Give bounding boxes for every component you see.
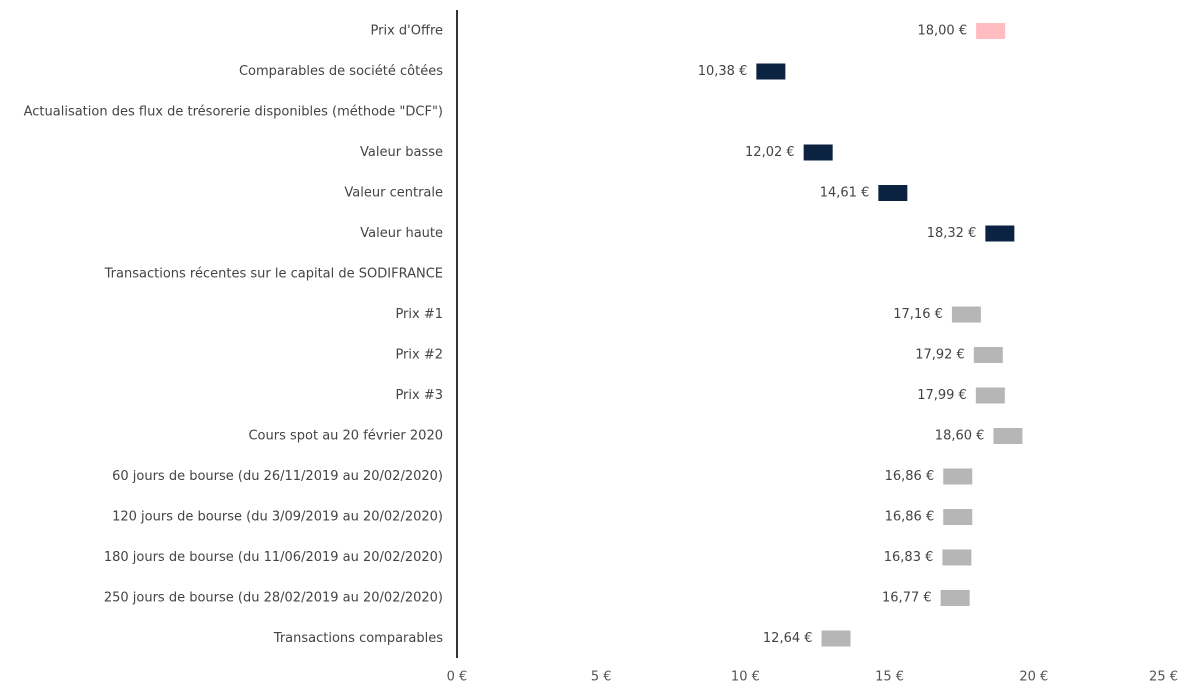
row-label: 250 jours de bourse (du 28/02/2019 au 20… [104, 591, 443, 606]
chart-row: 250 jours de bourse (du 28/02/2019 au 20… [104, 590, 970, 606]
bar-prix-2 [973, 347, 1003, 363]
row-label: Prix #1 [395, 307, 443, 322]
chart-row: 60 jours de bourse (du 26/11/2019 au 20/… [112, 468, 973, 485]
bar-valeur-centrale [878, 185, 908, 201]
bar-transactions-comparables [821, 630, 851, 647]
data-label: 18,32 € [927, 226, 977, 241]
data-label: 16,83 € [884, 550, 934, 565]
chart-row: Valeur haute 18,32 € [360, 225, 1015, 242]
chart-row: Prix d'Offre 18,00 € [371, 23, 1006, 39]
row-label: 120 jours de bourse (du 3/09/2019 au 20/… [112, 510, 443, 525]
bar-valeur-haute [985, 225, 1015, 242]
x-tick-label: 20 € [1019, 670, 1048, 684]
data-label: 10,38 € [698, 64, 748, 79]
chart-row: Valeur centrale 14,61 € [344, 185, 908, 201]
chart-row: 120 jours de bourse (du 3/09/2019 au 20/… [112, 509, 973, 525]
row-label: Prix d'Offre [371, 24, 443, 39]
bar-prix-d-offre [976, 23, 1006, 39]
data-label: 14,61 € [820, 186, 870, 201]
chart-row: Valeur basse 12,02 € [360, 144, 833, 161]
bar-comparables-de-societe-cotees [756, 63, 786, 80]
data-label: 12,02 € [745, 145, 795, 160]
row-label: Comparables de société côtées [239, 64, 443, 79]
chart-row: 180 jours de bourse (du 11/06/2019 au 20… [104, 549, 972, 566]
chart-row: Transactions comparables 12,64 € [273, 630, 851, 647]
x-axis-ticks: 0 € 5 € 10 € 15 € 20 € 25 € [447, 670, 1178, 684]
x-tick-label: 5 € [591, 670, 612, 684]
bar-valeur-basse [803, 144, 833, 161]
chart-row: Transactions récentes sur le capital de … [104, 267, 443, 282]
x-tick-label: 15 € [875, 670, 904, 684]
bar-prix-3 [975, 387, 1005, 404]
row-label: Valeur basse [360, 145, 443, 160]
chart-row: Prix #2 17,92 € [395, 347, 1003, 363]
row-label: 180 jours de bourse (du 11/06/2019 au 20… [104, 550, 443, 565]
chart-row: Prix #3 17,99 € [395, 387, 1005, 404]
row-label: Actualisation des flux de trésorerie dis… [24, 105, 443, 120]
chart-row: Prix #1 17,16 € [395, 306, 981, 323]
chart-row: Actualisation des flux de trésorerie dis… [24, 105, 443, 120]
data-label: 17,16 € [893, 307, 943, 322]
x-tick-label: 10 € [731, 670, 760, 684]
row-label: Prix #2 [395, 348, 443, 363]
data-label: 16,77 € [882, 591, 932, 606]
bar-60-jours-de-bourse-du-26-11-2019-au-20-02-2020 [943, 468, 973, 485]
row-label: Transactions comparables [273, 631, 443, 646]
data-label: 18,00 € [917, 24, 967, 39]
row-label: Prix #3 [395, 388, 443, 403]
x-tick-label: 25 € [1149, 670, 1178, 684]
bar-120-jours-de-bourse-du-3-09-2019-au-20-02-2020 [943, 509, 973, 525]
bar-cours-spot-au-20-fevrier-2020 [993, 428, 1023, 444]
data-label: 17,92 € [915, 348, 965, 363]
bar-prix-1 [951, 306, 981, 323]
bar-250-jours-de-bourse-du-28-02-2019-au-20-02-2020 [940, 590, 970, 606]
data-label: 12,64 € [763, 631, 813, 646]
row-label: Valeur centrale [344, 186, 443, 201]
data-label: 18,60 € [935, 429, 985, 444]
row-label: 60 jours de bourse (du 26/11/2019 au 20/… [112, 469, 443, 484]
data-label: 16,86 € [885, 469, 935, 484]
data-label: 17,99 € [917, 388, 967, 403]
chart-row: Comparables de société côtées 10,38 € [239, 63, 786, 80]
row-label: Transactions récentes sur le capital de … [104, 267, 443, 282]
row-label: Valeur haute [360, 226, 443, 241]
data-label: 16,86 € [885, 510, 935, 525]
x-tick-label: 0 € [447, 670, 468, 684]
bar-180-jours-de-bourse-du-11-06-2019-au-20-02-2020 [942, 549, 972, 566]
chart-row: Cours spot au 20 février 2020 18,60 € [248, 428, 1023, 444]
chart-rows: Prix d'Offre 18,00 € Comparables de sociét… [24, 23, 1023, 647]
row-label: Cours spot au 20 février 2020 [248, 429, 443, 444]
